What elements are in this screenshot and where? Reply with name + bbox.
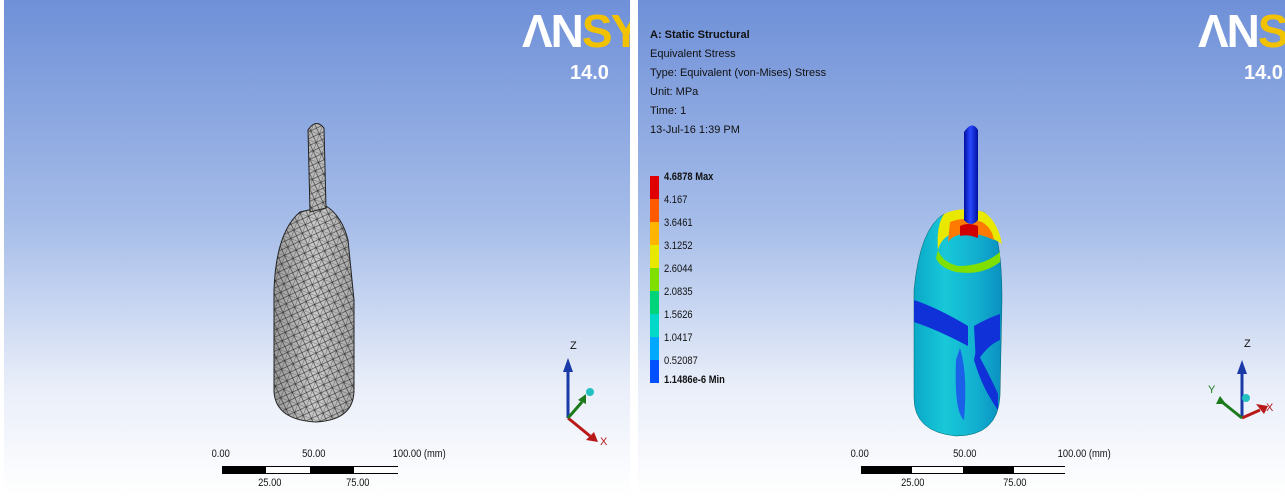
version-label: 14.0	[570, 62, 609, 84]
scale-label-25: 25.00	[258, 477, 282, 489]
triad-x-label: X	[1266, 402, 1274, 414]
scale-label-75: 75.00	[346, 477, 370, 489]
ansys-logo: ΛNSYS	[1198, 5, 1285, 57]
legend-label-max: 4.6878 Max	[664, 171, 714, 183]
mesh-model[interactable]	[4, 0, 630, 496]
coordinate-triad: Z X	[552, 340, 612, 450]
scale-label-0: 0.00	[211, 448, 230, 460]
version-label: 14.0	[1244, 62, 1283, 84]
result-type: Type: Equivalent (von-Mises) Stress	[650, 67, 827, 79]
analysis-title: A: Static Structural	[650, 29, 750, 41]
legend-swatch-5	[650, 291, 659, 314]
legend-swatch-7	[650, 337, 659, 360]
scale-label-25: 25.00	[901, 477, 925, 489]
legend-swatch-8	[650, 360, 659, 383]
scale-label-100: 100.00 (mm)	[1057, 448, 1111, 460]
legend-label: 1.0417	[664, 332, 693, 344]
legend-label-min: 1.1486e-6 Min	[664, 374, 725, 386]
legend-swatch-3	[650, 245, 659, 268]
stress-body	[913, 125, 1003, 437]
result-name: Equivalent Stress	[650, 48, 736, 60]
ansys-logo: ΛNSYS	[522, 5, 630, 57]
scale-label-0: 0.00	[850, 448, 869, 460]
triad-y-label: Y	[1208, 384, 1216, 396]
legend-label: 2.0835	[664, 286, 693, 298]
result-info-panel: A: Static Structural Equivalent Stress T…	[650, 26, 826, 140]
scale-label-100: 100.00 (mm)	[392, 448, 446, 460]
triad-x-label: X	[600, 436, 608, 448]
triad-z-label: Z	[570, 340, 577, 352]
scale-label-75: 75.00	[1003, 477, 1027, 489]
result-unit: Unit: MPa	[650, 86, 699, 98]
legend-label: 4.167	[664, 194, 688, 206]
scale-label-50: 50.00	[953, 448, 977, 460]
legend-label: 2.6044	[664, 263, 693, 275]
coordinate-triad: Z X Y	[1204, 338, 1274, 438]
legend-label: 1.5626	[664, 309, 693, 321]
result-time: Time: 1	[650, 105, 687, 117]
triad-z-label: Z	[1244, 338, 1251, 350]
legend-label: 3.1252	[664, 240, 693, 252]
scale-label-50: 50.00	[302, 448, 326, 460]
legend-swatch-0	[650, 176, 659, 199]
legend-swatch-1	[650, 199, 659, 222]
legend-swatch-2	[650, 222, 659, 245]
legend-label: 0.52087	[664, 355, 698, 367]
legend-label: 3.6461	[664, 217, 693, 229]
results-viewport[interactable]: ΛNSYS 14.0 A: Static Structural Equivale…	[638, 0, 1285, 496]
legend-swatch-6	[650, 314, 659, 337]
mesh-viewport[interactable]: ΛNSYS 14.0	[4, 0, 630, 496]
stress-contour-model[interactable]	[638, 0, 1285, 496]
result-date: 13-Jul-16 1:39 PM	[650, 124, 740, 136]
legend-swatch-4	[650, 268, 659, 291]
mesh-body	[273, 123, 355, 423]
